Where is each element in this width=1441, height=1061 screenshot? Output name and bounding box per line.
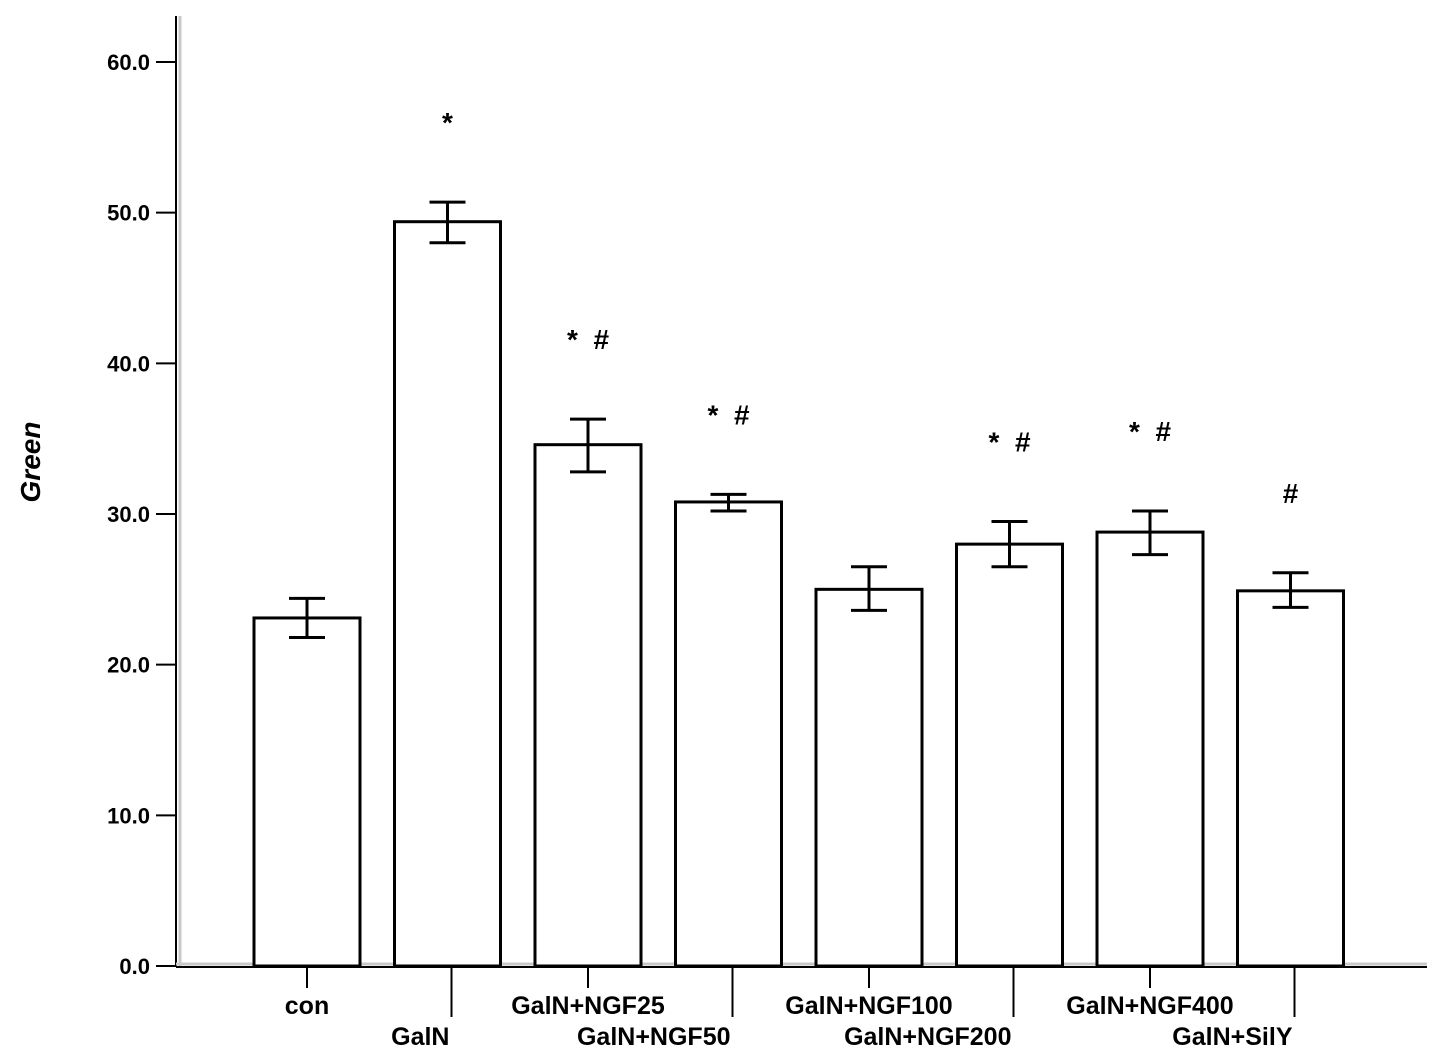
x-ticks: con GalN GalN+NGF25 GalN+NGF50 GalN+NGF100 Ga… [285,967,1296,1051]
bar [814,587,924,968]
significance-mark: * # [988,427,1030,458]
y-tick-label: 30.0 [107,502,150,527]
y-tick-label: 0.0 [119,954,150,979]
bars [252,220,1345,968]
x-tick-label: GalN+NGF400 [1066,992,1233,1020]
significance-mark: * # [1129,416,1171,447]
x-tick-label: GalN+NGF200 [844,1023,1011,1051]
significance-mark: * # [567,324,609,355]
y-tick-label: 50.0 [107,201,150,226]
x-tick-label: con [285,992,329,1020]
y-axis-title: Green [15,422,46,503]
y-tick-label: 40.0 [107,351,150,376]
x-tick-label: GalN+NGF25 [511,992,665,1020]
y-tick-label: 60.0 [107,50,150,75]
bar [1236,589,1345,968]
significance-mark: * [442,107,453,138]
bar [252,616,362,968]
bar [674,500,783,968]
x-tick-label: GalN+NGF50 [577,1023,731,1051]
bar [393,220,502,968]
y-ticks: 0.0 10.0 20.0 30.0 40.0 50.0 60.0 [107,50,176,979]
x-tick-label: GalN+SilY [1172,1023,1293,1051]
significance-mark: # [1283,478,1299,509]
x-tick-label: GalN+NGF100 [785,992,952,1020]
significance-marks: * * # * # * # * # # [442,107,1299,509]
bar [1095,530,1205,968]
y-tick-label: 20.0 [107,653,150,678]
significance-mark: * # [707,399,749,430]
y-tick-label: 10.0 [107,803,150,828]
x-tick-label: GalN [391,1023,449,1051]
error-bars [289,200,1309,640]
bar [955,542,1064,968]
bar [533,443,643,968]
